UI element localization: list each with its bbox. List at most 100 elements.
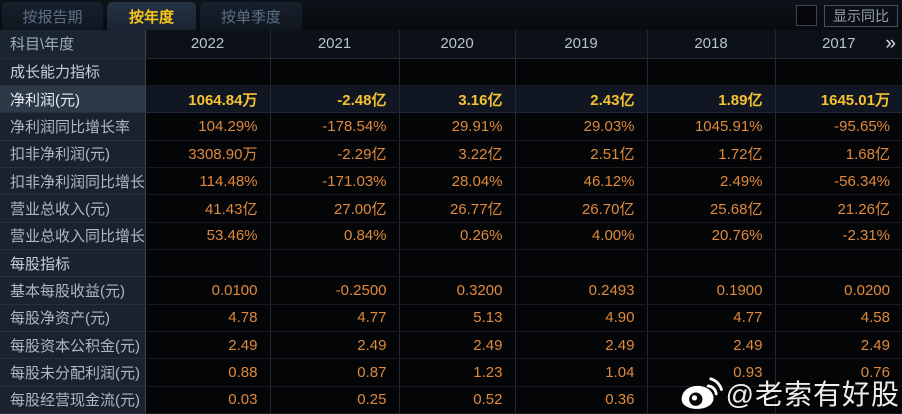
- cell-value: 46.12%: [515, 167, 648, 196]
- cell-value: -56.34%: [775, 167, 902, 196]
- cell-value: 3308.90万: [145, 140, 271, 168]
- cell-value: [647, 386, 776, 414]
- table-row[interactable]: 营业总收入同比增长率 53.46% 0.84% 0.26% 4.00% 20.7…: [0, 222, 902, 250]
- cell-value: 2.49: [145, 331, 271, 360]
- cell-value: 0.26%: [399, 222, 516, 250]
- cell-value: 0.84%: [270, 222, 400, 250]
- cell-value: -0.2500: [270, 276, 400, 305]
- cell-value: 1.72亿: [647, 140, 776, 168]
- row-label: 营业总收入同比增长率: [0, 222, 146, 250]
- row-label: 基本每股收益(元): [0, 276, 146, 305]
- table-row[interactable]: 净利润(元) 1064.84万 -2.48亿 3.16亿 2.43亿 1.89亿…: [0, 85, 902, 114]
- cell-value: 104.29%: [145, 112, 271, 141]
- cell-value: 53.46%: [145, 222, 271, 250]
- cell-value: [270, 58, 400, 86]
- cell-value: 2.51亿: [515, 140, 648, 168]
- cell-value: [399, 58, 516, 86]
- cell-value: -2.29亿: [270, 140, 400, 168]
- financial-indicators-table: 科目\年度 2022 2021 2020 2019 2018 2017 » 成长…: [0, 30, 902, 414]
- more-columns-icon[interactable]: »: [885, 33, 896, 54]
- cell-value: [775, 58, 902, 86]
- cell-value: 29.03%: [515, 112, 648, 141]
- cell-value: 1.89亿: [647, 85, 776, 114]
- cell-value: [775, 249, 902, 278]
- cell-value: 21.26亿: [775, 194, 902, 223]
- cell-value: 4.00%: [515, 222, 648, 250]
- table-row[interactable]: 每股经营现金流(元) 0.03 0.25 0.52 0.36: [0, 386, 902, 414]
- cell-value: 0.88: [145, 358, 271, 387]
- row-label: 营业总收入(元): [0, 194, 146, 223]
- cell-value: 26.77亿: [399, 194, 516, 223]
- row-label: 每股资本公积金(元): [0, 331, 146, 360]
- cell-value: 1045.91%: [647, 112, 776, 141]
- row-label: 每股指标: [0, 249, 146, 278]
- cell-value: 27.00亿: [270, 194, 400, 223]
- row-label: 成长能力指标: [0, 58, 146, 86]
- table-row[interactable]: 营业总收入(元) 41.43亿 27.00亿 26.77亿 26.70亿 25.…: [0, 194, 902, 223]
- cell-value: 5.13: [399, 304, 516, 332]
- show-yoy-label[interactable]: 显示同比: [824, 5, 898, 27]
- cell-value: [399, 249, 516, 278]
- cell-value: 2.49: [647, 331, 776, 360]
- cell-value: [145, 58, 271, 86]
- cell-value: [647, 249, 776, 278]
- table-row[interactable]: 每股指标: [0, 249, 902, 278]
- cell-value: 0.25: [270, 386, 400, 414]
- row-label: 净利润同比增长率: [0, 112, 146, 141]
- table-row[interactable]: 每股净资产(元) 4.78 4.77 5.13 4.90 4.77 4.58: [0, 304, 902, 332]
- cell-value: 0.3200: [399, 276, 516, 305]
- cell-value: 25.68亿: [647, 194, 776, 223]
- table-row[interactable]: 每股资本公积金(元) 2.49 2.49 2.49 2.49 2.49 2.49: [0, 331, 902, 360]
- cell-value: 4.78: [145, 304, 271, 332]
- period-tabbar: 按报告期 按年度 按单季度 显示同比: [0, 0, 902, 30]
- show-yoy-checkbox[interactable]: [796, 5, 817, 26]
- cell-value: 4.90: [515, 304, 648, 332]
- cell-value: 0.76: [775, 358, 902, 387]
- year-header: 2020: [399, 30, 516, 59]
- cell-value: 4.77: [270, 304, 400, 332]
- cell-value: 0.93: [647, 358, 776, 387]
- table-row[interactable]: 扣非净利润(元) 3308.90万 -2.29亿 3.22亿 2.51亿 1.7…: [0, 140, 902, 168]
- year-header: 2019: [515, 30, 648, 59]
- cell-value: 3.22亿: [399, 140, 516, 168]
- table-row[interactable]: 成长能力指标: [0, 58, 902, 86]
- cell-value: 20.76%: [647, 222, 776, 250]
- table-header-row: 科目\年度 2022 2021 2020 2019 2018 2017 »: [0, 30, 902, 59]
- cell-value: [145, 249, 271, 278]
- cell-value: 0.52: [399, 386, 516, 414]
- year-header: 2022: [145, 30, 271, 59]
- row-label: 净利润(元): [0, 85, 146, 114]
- cell-value: 29.91%: [399, 112, 516, 141]
- cell-value: [270, 249, 400, 278]
- year-header: 2018: [647, 30, 776, 59]
- cell-value: 0.87: [270, 358, 400, 387]
- row-label: 扣非净利润(元): [0, 140, 146, 168]
- cell-value: 0.03: [145, 386, 271, 414]
- cell-value: -178.54%: [270, 112, 400, 141]
- cell-value: -2.31%: [775, 222, 902, 250]
- cell-value: [647, 58, 776, 86]
- cell-value: 1645.01万: [775, 85, 902, 114]
- cell-value: 3.16亿: [399, 85, 516, 114]
- year-header: 2021: [270, 30, 400, 59]
- cell-value: 1.68亿: [775, 140, 902, 168]
- row-label: 每股未分配利润(元): [0, 358, 146, 387]
- table-row[interactable]: 扣非净利润同比增长率 114.48% -171.03% 28.04% 46.12…: [0, 167, 902, 196]
- table-row[interactable]: 净利润同比增长率 104.29% -178.54% 29.91% 29.03% …: [0, 112, 902, 141]
- cell-value: 41.43亿: [145, 194, 271, 223]
- table-row[interactable]: 基本每股收益(元) 0.0100 -0.2500 0.3200 0.2493 0…: [0, 276, 902, 305]
- cell-value: 0.2493: [515, 276, 648, 305]
- cell-value: 0.0200: [775, 276, 902, 305]
- tab-by-year[interactable]: 按年度: [107, 2, 196, 30]
- tab-by-quarter[interactable]: 按单季度: [200, 2, 302, 30]
- tab-by-report-period[interactable]: 按报告期: [2, 2, 103, 30]
- table-row[interactable]: 每股未分配利润(元) 0.88 0.87 1.23 1.04 0.93 0.76: [0, 358, 902, 387]
- cell-value: 1064.84万: [145, 85, 271, 114]
- cell-value: -2.48亿: [270, 85, 400, 114]
- cell-value: 114.48%: [145, 167, 271, 196]
- cell-value: 0.0100: [145, 276, 271, 305]
- cell-value: 2.43亿: [515, 85, 648, 114]
- cell-value: 4.77: [647, 304, 776, 332]
- cell-value: 0.36: [515, 386, 648, 414]
